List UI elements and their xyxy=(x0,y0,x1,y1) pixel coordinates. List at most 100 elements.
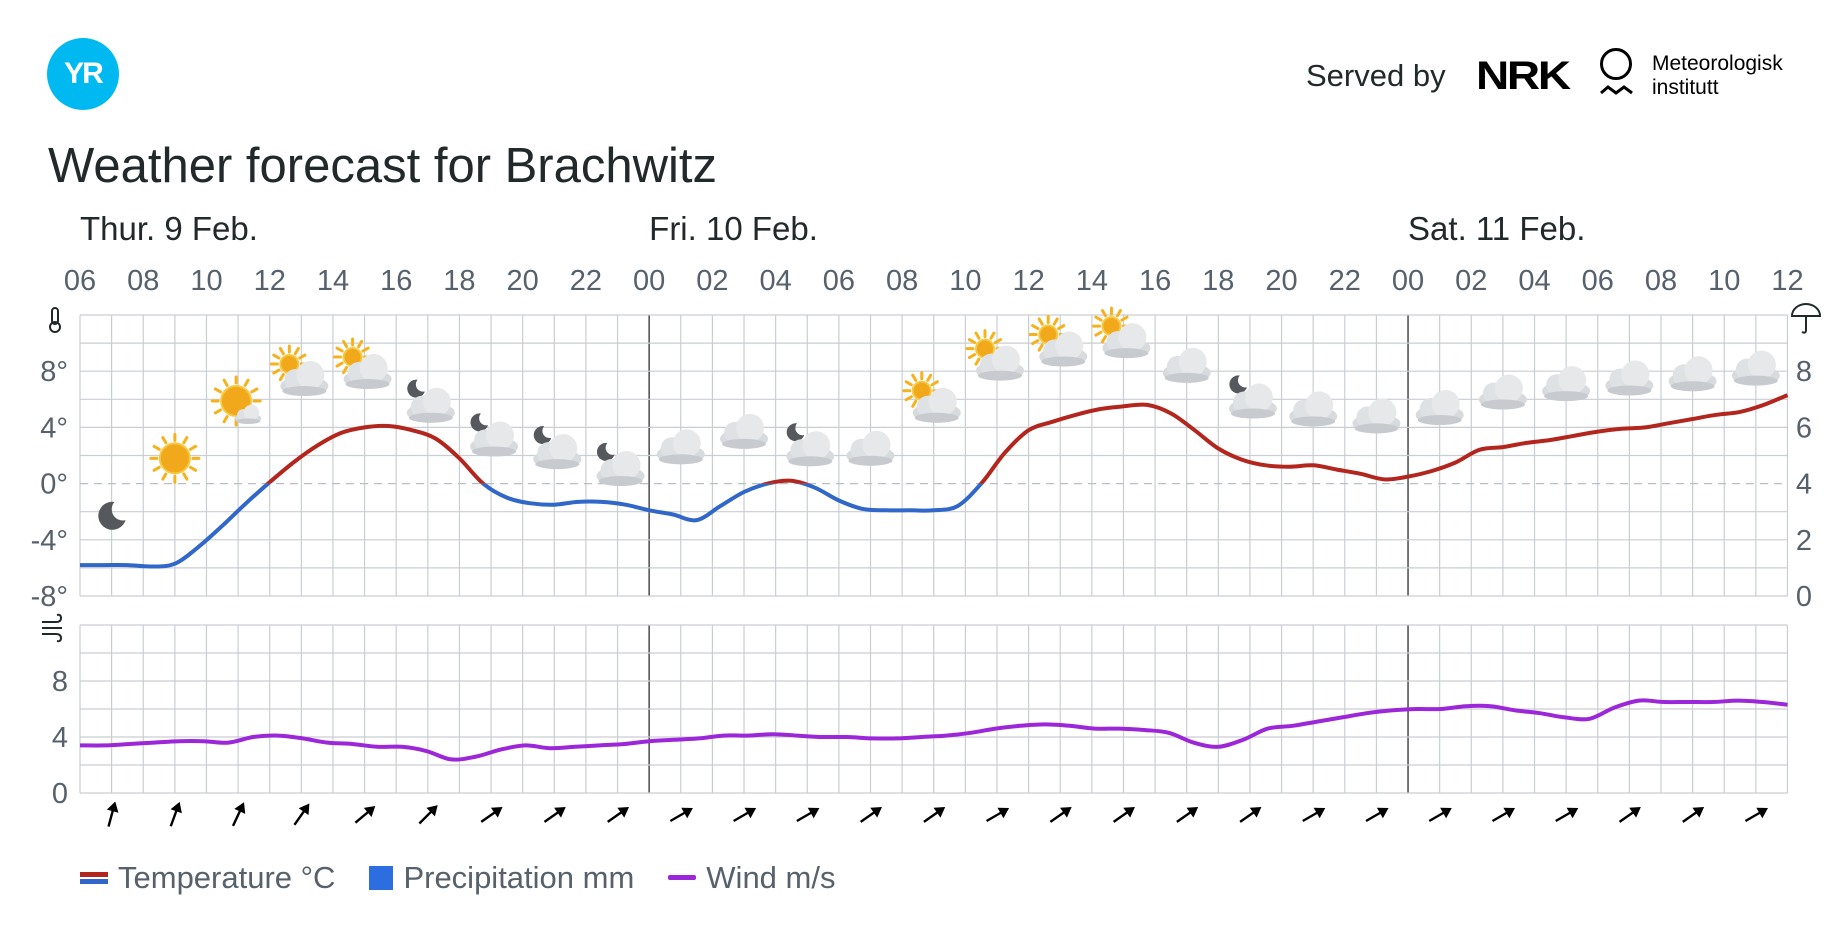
clear-day-symbol-icon xyxy=(149,432,201,484)
cloudy-symbol-icon xyxy=(720,413,769,449)
wind-icon xyxy=(42,613,63,643)
cloud-icon xyxy=(1731,350,1780,386)
met-institute-name: Meteorologisk institutt xyxy=(1652,52,1783,100)
hour-label: 20 xyxy=(1265,265,1297,297)
hour-label: 16 xyxy=(380,265,412,297)
hour-label: 18 xyxy=(443,265,475,297)
yr-logo[interactable]: YR xyxy=(47,38,119,110)
cloudy-symbol-icon xyxy=(1289,391,1338,427)
hour-label: 04 xyxy=(760,265,792,297)
moon-icon xyxy=(596,442,615,461)
wind-direction-arrow-icon xyxy=(859,806,882,823)
legend-temperature[interactable]: Temperature °C xyxy=(80,860,335,896)
cloud-icon xyxy=(1542,366,1591,402)
wind-direction-arrow-icon xyxy=(1302,807,1326,823)
temperature-grid xyxy=(79,314,1789,597)
partly-cloudy-night-symbol-icon xyxy=(470,413,519,457)
hour-label: 22 xyxy=(570,265,602,297)
precipitation-tick-label: 2 xyxy=(1796,525,1812,557)
wind-direction-arrow-icon xyxy=(796,807,820,823)
served-by-label: Served by xyxy=(1306,58,1446,93)
wind-direction-arrow-icon xyxy=(1555,807,1579,823)
moon-icon xyxy=(533,426,552,445)
temperature-tick-label: 8° xyxy=(40,356,68,388)
hour-label: 00 xyxy=(1392,265,1424,297)
hour-label: 08 xyxy=(127,265,159,297)
cloudy-symbol-icon xyxy=(1668,356,1717,392)
temperature-line-below-zero xyxy=(80,483,984,569)
wind-direction-arrow-icon xyxy=(985,807,1010,823)
wind-direction-arrow-icon xyxy=(418,805,438,825)
hour-label: 14 xyxy=(1076,265,1108,297)
cloud-icon xyxy=(234,404,262,424)
chart-legend: Temperature °C Precipitation mm Wind m/s xyxy=(80,860,835,896)
partly-cloudy-night-symbol-icon xyxy=(1228,375,1277,419)
cloudy-symbol-icon xyxy=(656,429,705,465)
temperature-swatch-icon xyxy=(80,872,108,884)
precipitation-swatch-icon xyxy=(369,866,394,890)
met-line1: Meteorologisk xyxy=(1652,52,1783,75)
cloud-icon xyxy=(280,361,329,397)
wind-direction-arrow-icon xyxy=(1112,806,1135,823)
cloud-icon xyxy=(912,387,961,423)
nrk-logo[interactable]: NRK xyxy=(1476,54,1571,98)
hour-label: 18 xyxy=(1202,265,1234,297)
wind-swatch-icon xyxy=(668,875,697,880)
moon-icon xyxy=(407,379,425,398)
temperature-axis: 8° 4° 0° -4° -8° xyxy=(31,356,68,613)
wind-direction-arrow-icon xyxy=(1428,807,1452,823)
legend-wind[interactable]: Wind m/s xyxy=(668,860,835,896)
hour-label: 10 xyxy=(949,265,981,297)
wind-direction-arrow-icon xyxy=(1239,806,1262,823)
thermometer-icon xyxy=(49,307,61,333)
hour-label: 22 xyxy=(1329,265,1361,297)
day-label: Thur. 9 Feb. xyxy=(80,210,258,247)
wind-direction-arrow-icon xyxy=(733,807,757,823)
partly-cloudy-day-symbol-icon xyxy=(965,329,1024,381)
hour-label: 10 xyxy=(1708,265,1740,297)
wind-direction-arrow-icon xyxy=(480,806,503,823)
partly-cloudy-day-symbol-icon xyxy=(1028,315,1088,367)
cloud-icon xyxy=(406,387,455,423)
hour-label: 12 xyxy=(1771,265,1803,297)
cloud-icon xyxy=(1039,331,1088,367)
temperature-tick-label: 0° xyxy=(40,469,68,501)
cloudy-symbol-icon xyxy=(846,430,895,466)
legend-precipitation-label: Precipitation mm xyxy=(403,860,635,895)
cloud-icon xyxy=(533,434,582,470)
moon-icon xyxy=(1229,375,1247,394)
temperature-line-above-zero xyxy=(265,393,1789,484)
wind-direction-arrow-icon xyxy=(1491,807,1516,823)
cloudy-symbol-icon xyxy=(1605,360,1654,396)
cloudy-symbol-icon xyxy=(1478,374,1527,410)
cloud-icon xyxy=(656,429,705,465)
hour-label: 12 xyxy=(254,265,286,297)
wind-direction-arrow-icon xyxy=(106,801,119,827)
cloud-icon xyxy=(786,431,835,467)
moon-icon xyxy=(786,423,805,442)
sun-circle-icon xyxy=(1600,48,1632,80)
hour-label: 08 xyxy=(1645,265,1677,297)
wind-direction-arrow-icon xyxy=(231,802,246,827)
precipitation-axis: 8 6 4 2 0 xyxy=(1796,356,1812,613)
wind-direction-arrow-icon xyxy=(293,803,310,826)
day-labels: Thur. 9 Feb. Fri. 10 Feb. Sat. 11 Feb. xyxy=(80,210,1585,247)
wind-direction-arrow-icon xyxy=(1049,806,1072,823)
cloud-icon xyxy=(343,354,392,390)
legend-precipitation[interactable]: Precipitation mm xyxy=(369,860,634,896)
wind-direction-arrow-icon xyxy=(169,801,182,827)
cloud-icon xyxy=(1228,383,1277,419)
hour-label: 20 xyxy=(507,265,539,297)
partly-cloudy-day-symbol-icon xyxy=(333,337,392,390)
partly-cloudy-day-symbol-icon xyxy=(1091,306,1151,359)
wind-direction-arrow-icon xyxy=(354,806,376,824)
fair-day-symbol-icon xyxy=(210,375,262,427)
hour-label: 00 xyxy=(633,265,665,297)
partly-cloudy-night-symbol-icon xyxy=(406,379,455,423)
wind-grid xyxy=(79,624,1789,794)
temperature-line xyxy=(80,393,1789,569)
met-institute-logo[interactable]: Meteorologisk institutt xyxy=(1600,48,1800,104)
partly-cloudy-night-symbol-icon xyxy=(533,426,582,470)
precipitation-tick-label: 0 xyxy=(1796,581,1812,613)
clear-night-symbol-icon xyxy=(98,501,126,530)
